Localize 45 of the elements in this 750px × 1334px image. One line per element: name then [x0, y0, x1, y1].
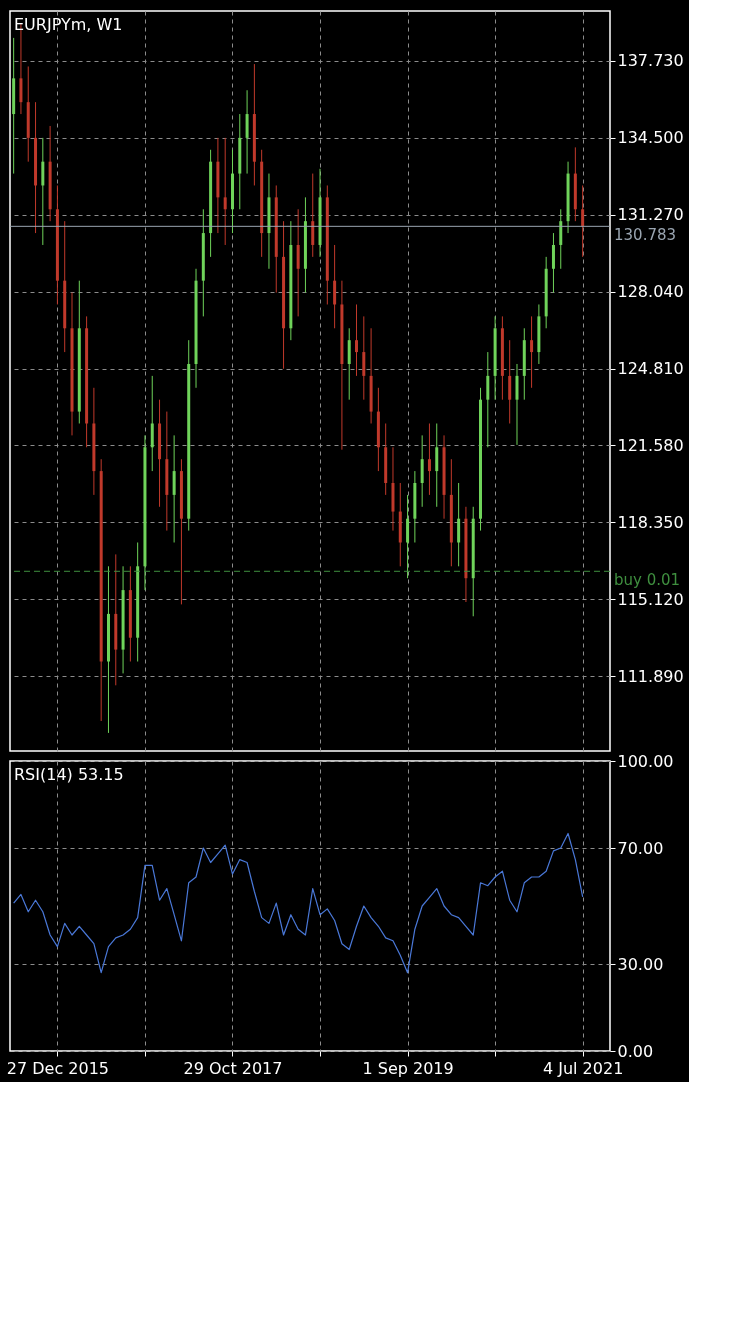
candlestick: [333, 244, 337, 329]
chart-title: EURJPYm, W1: [14, 15, 123, 34]
candlestick: [581, 184, 585, 258]
candlestick: [515, 363, 519, 446]
x-tick-label: 4 Jul 2021: [542, 1058, 624, 1078]
y-tick-label: 111.890: [617, 666, 684, 686]
candlestick: [311, 173, 315, 258]
y-tick-label: 134.500: [617, 128, 684, 148]
candlestick: [559, 208, 563, 270]
y-tick-label: 30.00: [617, 954, 664, 974]
candlestick: [427, 422, 431, 496]
y-tick-label: 137.730: [617, 51, 684, 71]
y-tick-label: 121.580: [617, 435, 684, 455]
candlestick: [296, 208, 300, 317]
candlestick: [223, 137, 227, 246]
candlestick: [508, 339, 512, 424]
y-tick-label: 70.00: [617, 838, 664, 858]
y-tick-label: 0.00: [617, 1041, 654, 1061]
y-tick-label: 115.120: [617, 589, 684, 609]
line-series: [13, 832, 584, 974]
y-tick-label: 128.040: [617, 282, 684, 302]
x-tick-label: 1 Sep 2019: [362, 1058, 454, 1078]
candlestick: [530, 315, 534, 389]
candlestick: [486, 351, 490, 448]
candlestick: [406, 494, 410, 579]
candlestick: [355, 303, 358, 377]
ref-line-label: buy 0.01: [614, 571, 681, 590]
y-tick-label: 131.270: [617, 205, 684, 225]
candlestick: [245, 89, 249, 175]
x-tick-label: 27 Dec 2015: [6, 1058, 110, 1078]
candlestick: [172, 434, 176, 543]
candlestick: [457, 482, 461, 567]
x-tick-label: 29 Oct 2017: [183, 1058, 283, 1078]
y-tick-label: 118.350: [617, 512, 684, 532]
ref-line-label: 130.783: [614, 226, 677, 245]
candlestick: [150, 375, 154, 472]
candlestick: [347, 327, 351, 401]
y-tick-label: 100.00: [617, 751, 674, 771]
candlestick: [41, 137, 45, 246]
candlestick: [551, 232, 555, 294]
chart-title: RSI(14) 53.15: [14, 765, 124, 784]
y-tick-label: 124.810: [617, 359, 684, 378]
candlestick: [435, 422, 439, 508]
candlestick: [420, 434, 424, 508]
candlestick: [362, 315, 366, 401]
